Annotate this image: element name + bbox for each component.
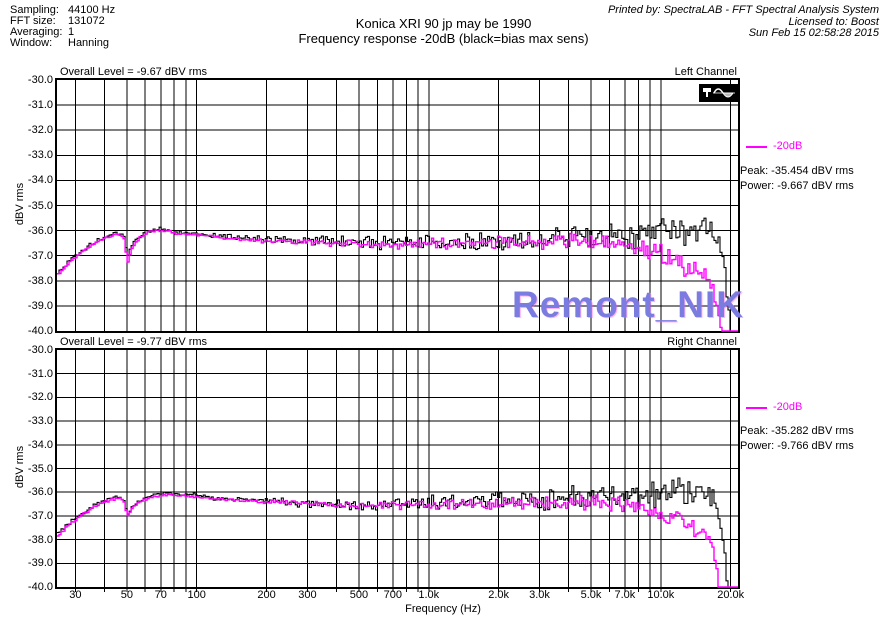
param-fft-size: FFT size: 131072 bbox=[10, 16, 115, 27]
y-tick-label: -35.0 bbox=[27, 199, 53, 212]
x-tick-label: 300 bbox=[298, 589, 317, 601]
overall-level-right: Overall Level = -9.77 dBV rms bbox=[60, 336, 208, 348]
x-tick-label: 5.0k bbox=[580, 589, 602, 601]
x-tick-label: 1.0k bbox=[418, 589, 440, 601]
y-tick-label: -38.0 bbox=[27, 274, 53, 287]
print-info: Printed by: SpectraLAB - FFT Spectral An… bbox=[607, 4, 879, 40]
overall-level-left: Overall Level = -9.67 dBV rms bbox=[60, 66, 208, 78]
page-subtitle: Frequency response -20dB (black=bias max… bbox=[298, 31, 589, 46]
y-tick-label: -40.0 bbox=[27, 581, 53, 593]
y-tick-label: -34.0 bbox=[27, 438, 53, 451]
y-tick-label: -32.0 bbox=[27, 391, 53, 404]
legend-label-right: -20dB bbox=[773, 401, 803, 413]
x-tick-label: 70 bbox=[154, 589, 167, 601]
x-tick-label: 10.0k bbox=[647, 589, 675, 601]
y-tick-label: -36.0 bbox=[27, 486, 53, 499]
power-readout-right: Power: -9.766 dBV rms bbox=[740, 440, 854, 452]
power-readout-left: Power: -9.667 dBV rms bbox=[740, 180, 854, 192]
x-tick-label: 30 bbox=[69, 589, 82, 601]
y-tick-label: -34.0 bbox=[27, 174, 53, 187]
param-value: 1 bbox=[68, 26, 75, 38]
x-axis-title: Frequency (Hz) bbox=[405, 603, 481, 615]
param-value: Hanning bbox=[68, 37, 109, 49]
y-tick-label: -40.0 bbox=[27, 325, 53, 337]
y-tick-label: -36.0 bbox=[27, 224, 53, 237]
peak-readout-left: Peak: -35.454 dBV rms bbox=[740, 165, 854, 177]
x-tick-label: 50 bbox=[120, 589, 133, 601]
y-tick-label: -35.0 bbox=[27, 462, 53, 475]
param-label: FFT size: bbox=[10, 15, 56, 27]
x-tick-label: 500 bbox=[349, 589, 369, 601]
analysis-params: Sampling: 44100 Hz FFT size: 131072 Averag… bbox=[10, 5, 115, 49]
y-tick-label: -32.0 bbox=[27, 124, 53, 137]
x-tick-label: 7.0k bbox=[614, 589, 636, 601]
trace-bias-max-sens bbox=[57, 477, 738, 588]
trace-minus20db bbox=[57, 493, 738, 588]
param-label: Window: bbox=[10, 37, 53, 49]
param-value: 44100 Hz bbox=[68, 4, 116, 16]
legend-line-swatch-left bbox=[746, 146, 767, 148]
y-tick-label: -39.0 bbox=[27, 557, 53, 570]
x-tick-label: 2.0k bbox=[488, 589, 510, 601]
y-tick-label: -37.0 bbox=[27, 509, 53, 522]
param-window: Window: Hanning bbox=[10, 38, 115, 49]
left-channel-plot bbox=[55, 78, 740, 333]
y-tick-label: -33.0 bbox=[27, 149, 53, 162]
watermark: Remont_NIK bbox=[512, 284, 745, 325]
y-tick-label: -30.0 bbox=[27, 344, 53, 356]
peak-readout-right: Peak: -35.282 dBV rms bbox=[740, 425, 854, 437]
page-title: Konica XRI 90 jp may be 1990 bbox=[355, 16, 532, 31]
param-label: Sampling: bbox=[10, 4, 59, 16]
legend-label-left: -20dB bbox=[773, 140, 803, 152]
trace-minus20db bbox=[57, 229, 738, 332]
y-tick-label: -31.0 bbox=[27, 99, 53, 112]
title-block: Konica XRI 90 jp may be 1990 Frequency r… bbox=[180, 16, 707, 46]
y-tick-label: -33.0 bbox=[27, 415, 53, 428]
printed-by: Printed by: SpectraLAB - FFT Spectral An… bbox=[607, 4, 879, 16]
y-tick-label: -30.0 bbox=[27, 74, 53, 86]
channel-label-right: Right Channel bbox=[667, 336, 737, 348]
param-value: 131072 bbox=[68, 15, 105, 27]
licensed-to: Licensed to: Boost bbox=[788, 15, 879, 28]
y-tick-label: -31.0 bbox=[27, 367, 53, 380]
y-tick-label: -38.0 bbox=[27, 533, 53, 546]
param-averaging: Averaging: 1 bbox=[10, 27, 115, 38]
right-channel-plot bbox=[55, 348, 740, 592]
x-tick-label: 100 bbox=[187, 589, 206, 601]
y-tick-label: -39.0 bbox=[27, 299, 53, 312]
x-tick-label: 200 bbox=[257, 589, 276, 601]
param-label: Averaging: bbox=[10, 26, 63, 38]
x-tick-label: 20.0k bbox=[717, 589, 745, 601]
legend-line-swatch-right bbox=[746, 407, 767, 409]
param-sampling: Sampling: 44100 Hz bbox=[10, 5, 115, 16]
y-tick-label: -37.0 bbox=[27, 249, 53, 262]
x-tick-label: 3.0k bbox=[529, 589, 550, 601]
print-datetime: Sun Feb 15 02:58:28 2015 bbox=[748, 27, 879, 39]
x-tick-label: 700 bbox=[383, 589, 402, 601]
channel-label-left: Left Channel bbox=[674, 66, 737, 78]
generator-signal-icon bbox=[699, 84, 739, 102]
